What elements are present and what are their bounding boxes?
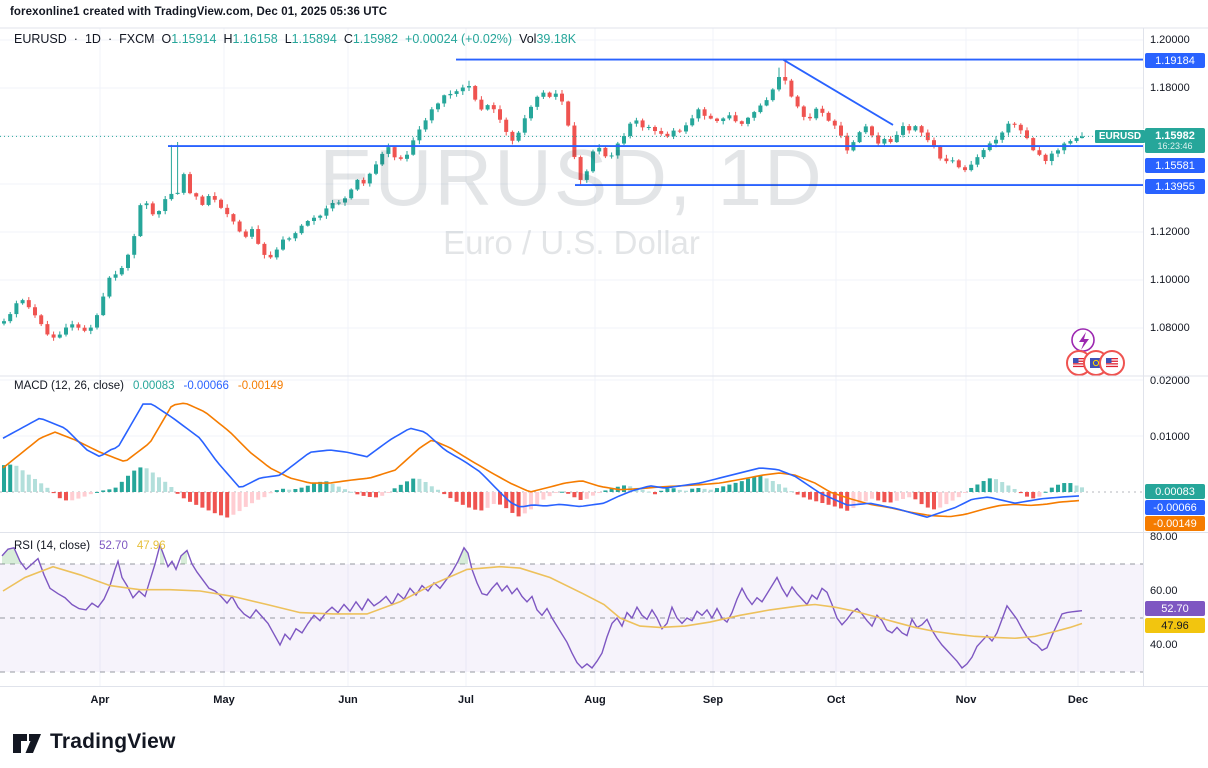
price-axis-label: 1.18000 [1150,82,1190,94]
price-axis-label: 1.12000 [1150,226,1190,238]
tradingview-logo-icon [13,734,41,753]
attribution-text: forexonline1 created with TradingView.co… [10,6,388,18]
last-price-badge: 1.15982 16:23:46 [1145,128,1205,153]
price-axis-label: 1.20000 [1150,34,1190,46]
level-badge-mid: 1.15581 [1145,158,1205,173]
rsi-badge: 52.70 [1145,601,1205,616]
legend-high: H1.16158 [223,32,278,46]
price-axis-label: 1.10000 [1150,274,1190,286]
rsi-value: 52.70 [99,540,128,552]
bar-countdown: 16:23:46 [1157,141,1193,151]
rsi-pane [0,542,1143,673]
symbol-legend[interactable]: EURUSD · 1D · FXCM O1.15914 H1.16158 L1.… [14,32,576,46]
rsi-ma-value: 47.96 [136,540,166,552]
rsi-ma-badge: 47.96 [1145,618,1205,633]
legend-dot: · [73,32,78,46]
legend-dot: · [107,32,113,46]
rsi-axis-label: 80.00 [1150,531,1178,543]
legend-change: +0.00024 (+0.02%) [405,32,513,46]
time-axis-label-jun: Jun [338,694,358,706]
chart-event-icons [1066,328,1125,376]
time-axis-label-apr: Apr [90,694,110,706]
macd-main-line [2,403,1080,519]
time-axis-label-dec: Dec [1067,694,1089,706]
rsi-indicator-legend[interactable]: RSI (14, close) 52.70 47.96 [14,540,166,552]
time-axis-label-nov: Nov [955,694,977,706]
macd-indicator-legend[interactable]: MACD (12, 26, close) 0.00083 -0.00066 -0… [14,380,283,392]
tradingview-logo-text: TradingView [50,730,176,753]
macd-signal-line [2,402,1080,518]
legend-volume: Vol39.18K [519,32,577,46]
legend-open: O1.15914 [161,32,217,46]
rsi-axis-label: 40.00 [1150,639,1178,651]
macd-axis-label: 0.01000 [1150,431,1190,443]
macd-title[interactable]: MACD (12, 26, close) [14,380,124,392]
legend-symbol[interactable]: EURUSD [14,32,67,46]
macd-pane [0,402,1143,519]
legend-close: C1.15982 [343,32,399,46]
rsi-title[interactable]: RSI (14, close) [14,540,91,552]
pane-separators [0,27,1208,687]
rsi-line [1,542,1083,669]
macd-signal-value: -0.00149 [237,380,284,392]
macd-axis-label: 0.02000 [1150,375,1190,387]
rsi-axis-label: 60.00 [1150,585,1178,597]
time-axis-label-sep: Sep [702,694,724,706]
legend-low: L1.15894 [284,32,337,46]
rsi-ma-line [2,565,1083,640]
tradingview-logo[interactable]: TradingView [12,727,176,757]
price-axis-label: 1.08000 [1150,322,1190,334]
macd-line-value: -0.00066 [183,380,229,392]
legend-timeframe[interactable]: 1D [84,32,101,46]
symbol-name-badge: EURUSD [1094,129,1146,144]
last-price-value: 1.15982 [1155,130,1195,142]
trend-line [782,58,894,126]
macd-hist-value: 0.00083 [132,380,175,392]
level-badge-low: 1.13955 [1145,179,1205,194]
time-axis-label-jul: Jul [458,694,474,706]
legend-exchange: FXCM [119,32,155,46]
level-badge-top: 1.19184 [1145,53,1205,68]
macd-hist-badge: 0.00083 [1145,484,1205,499]
macd-line-badge: -0.00066 [1145,500,1205,515]
time-axis-label-may: May [213,694,235,706]
drawing-overlays [0,58,1143,186]
macd-signal-badge: -0.00149 [1145,516,1205,531]
time-axis-label-aug: Aug [584,694,606,706]
price-pane [2,59,1084,341]
time-axis-label-oct: Oct [826,694,846,706]
gridlines [0,28,1143,686]
